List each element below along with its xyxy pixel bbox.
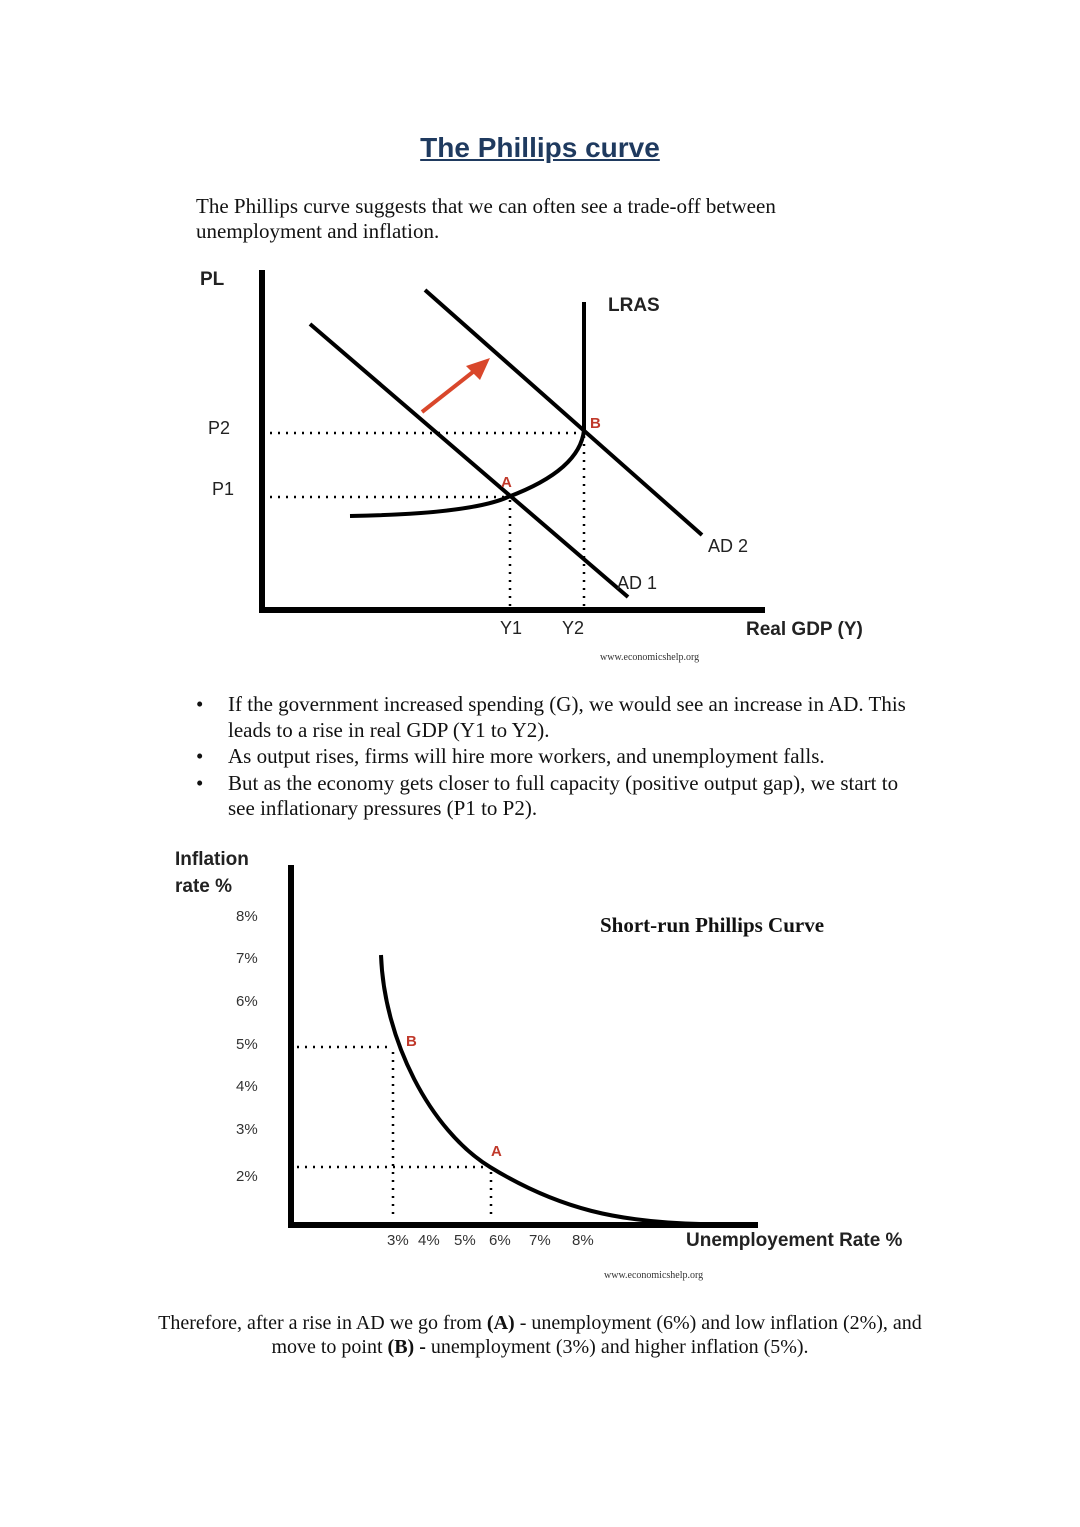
ad1-line xyxy=(308,322,630,599)
point-a-label: A xyxy=(501,474,512,491)
conclusion-text: - unemployment (6%) and low inflation (2… xyxy=(271,1312,922,1358)
ad2-label: AD 2 xyxy=(708,536,748,556)
guide-lines xyxy=(270,431,586,606)
ad2-line xyxy=(423,288,704,537)
bullet-item: As output rises, firms will hire more wo… xyxy=(196,744,916,770)
conclusion-point-a: (A) xyxy=(486,1312,515,1334)
conclusion-point-b: (B) - xyxy=(387,1336,426,1358)
conclusion-paragraph: Therefore, after a rise in AD we go from… xyxy=(150,1311,930,1359)
conclusion-text: Therefore, after a rise in AD we go from xyxy=(158,1312,487,1334)
point-b-label: B xyxy=(590,415,601,432)
p2-label: P2 xyxy=(208,418,230,438)
y1-label: Y1 xyxy=(500,618,522,638)
bullet-item: If the government increased spending (G)… xyxy=(196,692,916,743)
as-curve xyxy=(349,302,586,518)
pl-label: PL xyxy=(200,269,225,290)
bullet-list: If the government increased spending (G)… xyxy=(196,692,916,823)
gdp-label: Real GDP (Y) xyxy=(746,619,863,640)
ad1-label: AD 1 xyxy=(617,573,657,593)
bullet-item: But as the economy gets closer to full c… xyxy=(196,771,916,822)
shift-arrow xyxy=(420,358,490,414)
conclusion-text: unemployment (3%) and higher inflation (… xyxy=(425,1336,809,1358)
source-1: www.economicshelp.org xyxy=(600,652,699,663)
page-title: The Phillips curve xyxy=(0,132,1080,164)
y2-label: Y2 xyxy=(562,618,584,638)
title-text: The Phillips curve xyxy=(420,132,660,163)
intro-paragraph: The Phillips curve suggests that we can … xyxy=(196,194,776,243)
lras-label: LRAS xyxy=(608,295,660,316)
p1-label: P1 xyxy=(212,479,234,499)
